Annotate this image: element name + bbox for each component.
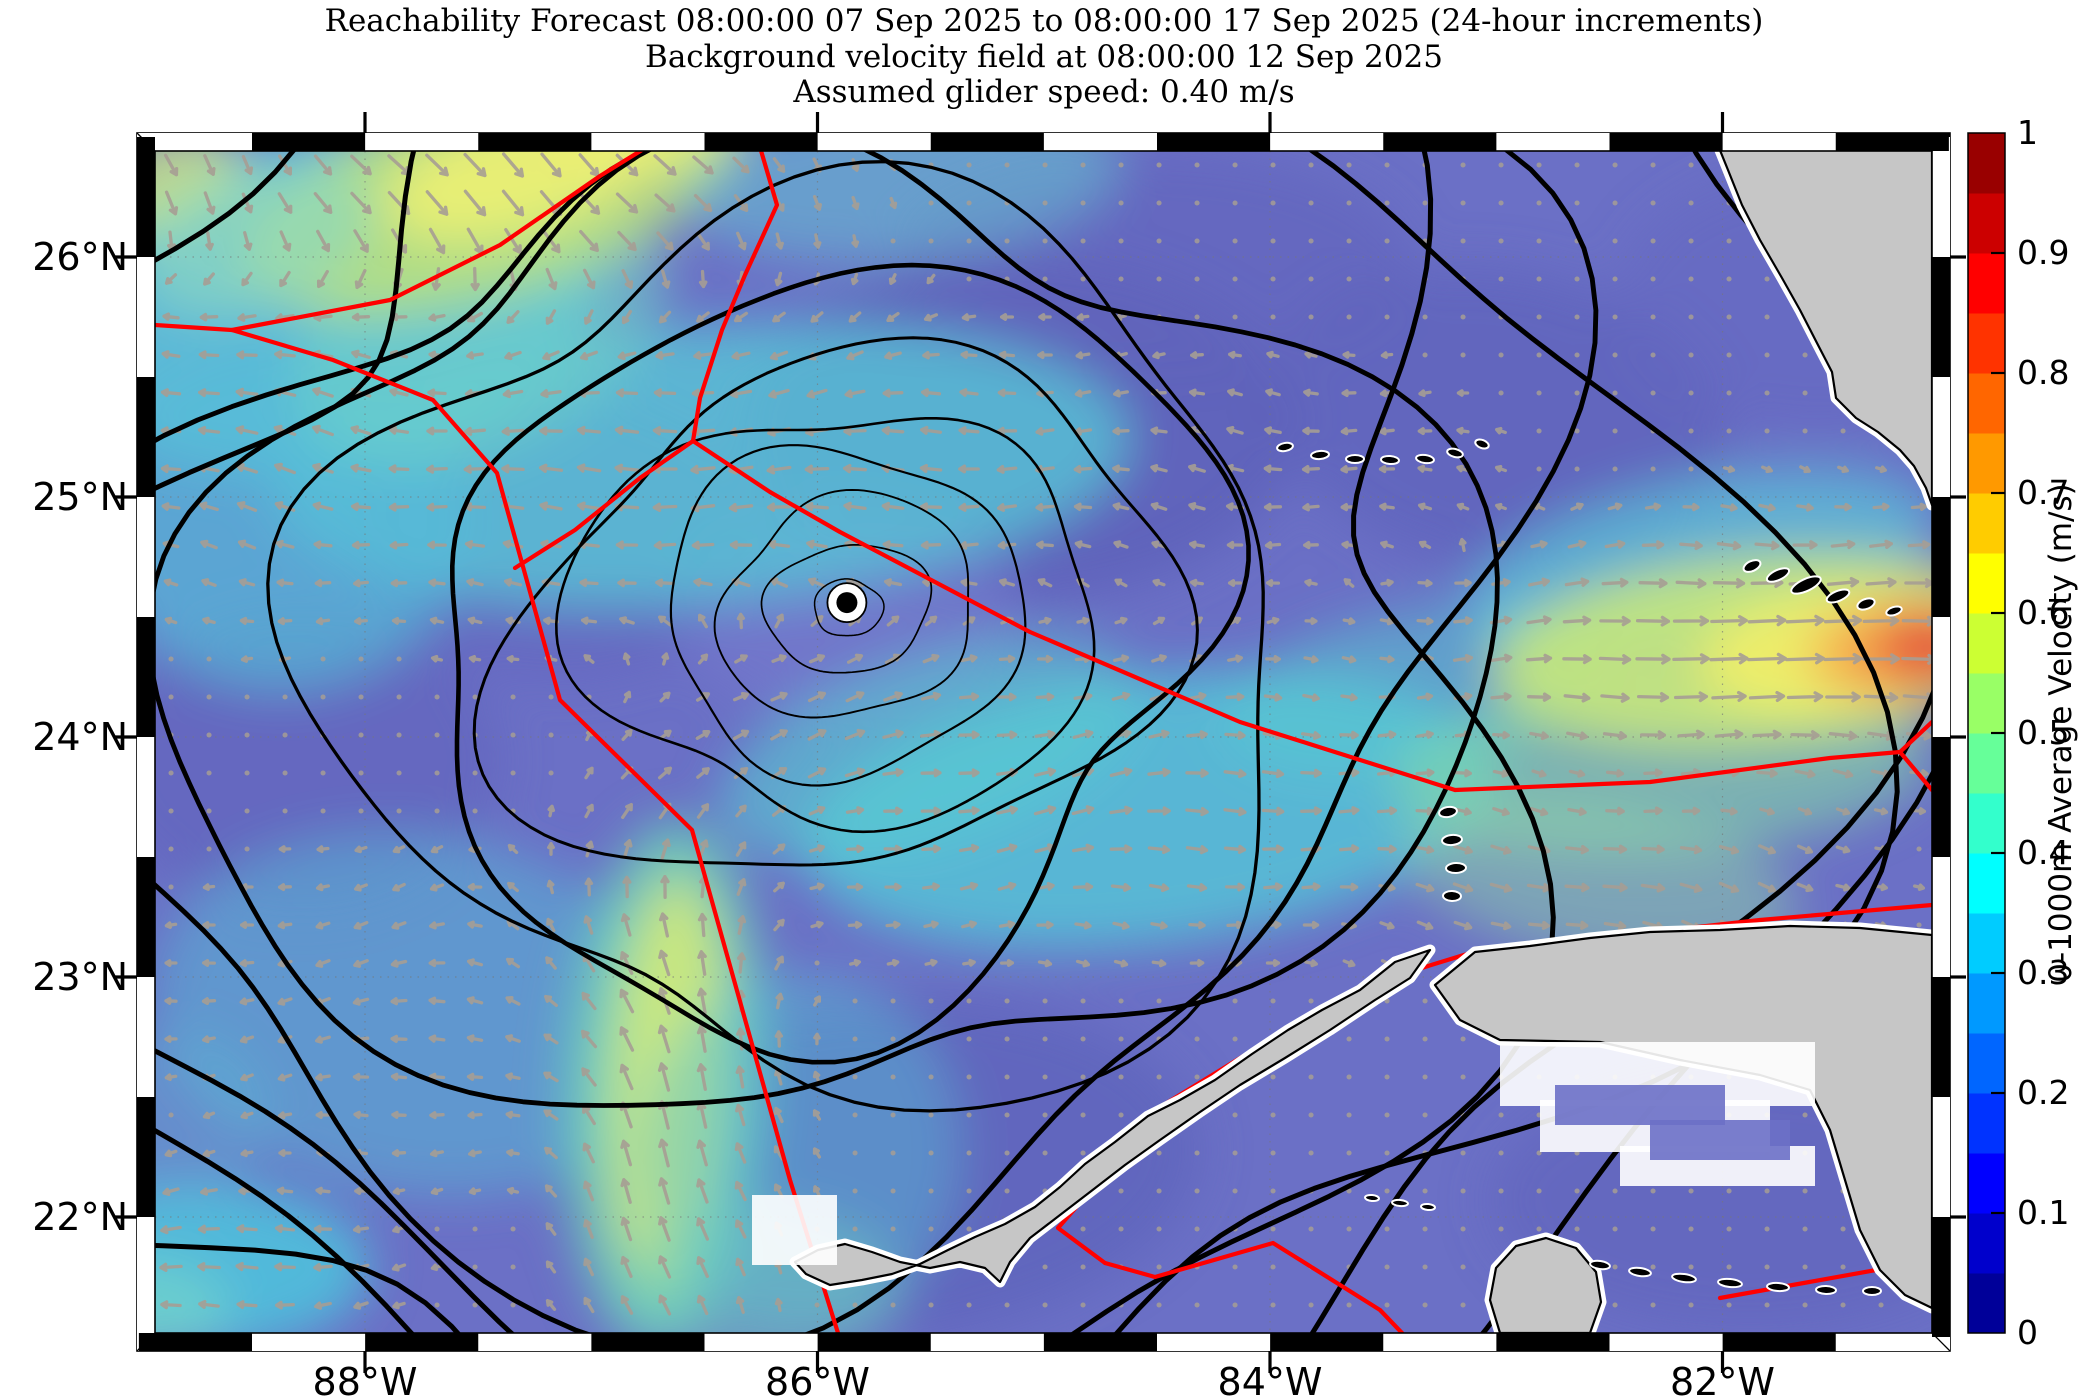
island-cay	[1445, 861, 1467, 875]
island-cay	[1364, 1193, 1380, 1203]
island-cay	[1717, 1277, 1743, 1289]
island-cay	[1765, 567, 1791, 583]
island-cay	[1380, 454, 1400, 466]
colorbar-step	[1968, 733, 2005, 794]
colorbar-step	[1968, 313, 2005, 374]
land-isla-juventud	[1488, 1236, 1603, 1333]
island-cay	[1589, 1259, 1611, 1271]
island-cay	[1276, 441, 1294, 453]
island-cay	[1474, 438, 1490, 450]
reachability-front	[155, 151, 1900, 1333]
island-cay	[1862, 1286, 1882, 1296]
reachability-contours	[155, 151, 1932, 1333]
colorbar-tick-label: 0	[2017, 1313, 2038, 1352]
colorbar-step	[1968, 373, 2005, 434]
y-tick-label: 25°N	[32, 475, 128, 519]
colorbar-tick-label: 0.9	[2017, 233, 2069, 272]
colorbar-tick-label: 0.8	[2017, 353, 2069, 392]
colorbar-tick-label: 0.3	[2017, 953, 2069, 992]
reachability-front	[813, 578, 885, 637]
reachability-front	[555, 417, 1096, 834]
island-cay	[1671, 1272, 1697, 1284]
colorbar-step	[1968, 1093, 2005, 1154]
colorbar-step	[1968, 973, 2005, 1034]
island-cay	[1742, 559, 1762, 573]
colorbar-step	[1968, 1273, 2005, 1334]
reachability-front	[472, 336, 1199, 867]
x-tick-label: 88°W	[313, 1360, 418, 1398]
map-frame	[115, 112, 1966, 1373]
land-masses	[752, 151, 1932, 1333]
colorbar-step	[1968, 673, 2005, 734]
colorbar-tick-label: 0.5	[2017, 713, 2069, 752]
island-cay	[1856, 597, 1876, 611]
colorbar: 0 0.1 0.2 0.3 0.4 0.5 0.6 0.7 0.8 0.9 1	[1967, 113, 2069, 1352]
colorbar-tick-label: 0.4	[2017, 833, 2069, 872]
colorbar-step	[1968, 433, 2005, 494]
island-cay	[1420, 1202, 1436, 1212]
colorbar-step	[1968, 1033, 2005, 1094]
colorbar-step	[1968, 913, 2005, 974]
x-tick-label: 86°W	[765, 1360, 870, 1398]
reachability-front	[713, 489, 970, 719]
y-tick-label: 23°N	[32, 955, 128, 999]
colorbar-step	[1968, 853, 2005, 914]
island-cay	[1441, 833, 1463, 847]
island-cay	[1628, 1266, 1652, 1278]
reachability-front	[450, 262, 1251, 1065]
island-cay	[1825, 588, 1851, 604]
x-tick-label: 84°W	[1218, 1360, 1323, 1398]
island-cay	[1885, 605, 1903, 617]
colorbar-tick-label: 0.1	[2017, 1193, 2069, 1232]
reachability-front	[155, 151, 1500, 1108]
colorbar-step	[1968, 193, 2005, 254]
colorbar-step	[1968, 553, 2005, 614]
reachability-front	[155, 151, 1556, 1333]
y-tick-label: 22°N	[32, 1195, 128, 1239]
colorbar-step	[1968, 613, 2005, 674]
colorbar-step	[1968, 1213, 2005, 1274]
island-cay	[1345, 454, 1365, 464]
island-cay	[1766, 1281, 1790, 1293]
axis-tick-labels: 88°W 86°W 84°W 82°W 26°N 25°N 24°N 23°N 22°N	[32, 235, 1775, 1398]
colorbar-tick-label: 1	[2017, 113, 2038, 152]
reachability-front	[266, 159, 1265, 1113]
colorbar-step	[1968, 133, 2005, 194]
figure-titles: Reachability Forecast 08:00:00 07 Sep 20…	[325, 3, 1764, 110]
map-area	[155, 151, 1932, 1333]
x-tick-label: 82°W	[1670, 1360, 1775, 1398]
land-florida	[1719, 151, 1932, 507]
y-tick-label: 24°N	[32, 715, 128, 759]
title-line-2: Background velocity field at 08:00:00 12…	[645, 39, 1443, 75]
title-line-3: Assumed glider speed: 0.40 m/s	[792, 74, 1294, 110]
island-cay	[1391, 1198, 1409, 1208]
reachability-front	[669, 444, 1027, 787]
colorbar-step	[1968, 793, 2005, 854]
title-line-1: Reachability Forecast 08:00:00 07 Sep 20…	[325, 3, 1764, 39]
colorbar-step	[1968, 493, 2005, 554]
colorbar-tick-label: 0.2	[2017, 1073, 2069, 1112]
y-tick-label: 26°N	[32, 235, 128, 279]
colorbar-axis-label: 0-1000m Average Velocity (m/s)	[2043, 483, 2079, 982]
island-cay	[1415, 453, 1435, 465]
colorbar-tick-label: 0.7	[2017, 473, 2069, 512]
colorbar-step	[1968, 1153, 2005, 1214]
land-cuba-east	[1433, 924, 1932, 1310]
island-cay	[1442, 889, 1462, 903]
island-cay	[1438, 805, 1458, 819]
reachability-front	[155, 151, 1599, 1333]
colorbar-step	[1968, 253, 2005, 314]
island-cay	[1446, 447, 1464, 459]
glider-start-marker	[826, 582, 868, 623]
colorbar-tick-label: 0.6	[2017, 593, 2069, 632]
island-cay	[1815, 1284, 1837, 1296]
reachability-front	[760, 543, 933, 674]
island-cay	[1310, 449, 1330, 461]
reachability-front	[155, 151, 1932, 1333]
island-cay	[1790, 575, 1822, 595]
